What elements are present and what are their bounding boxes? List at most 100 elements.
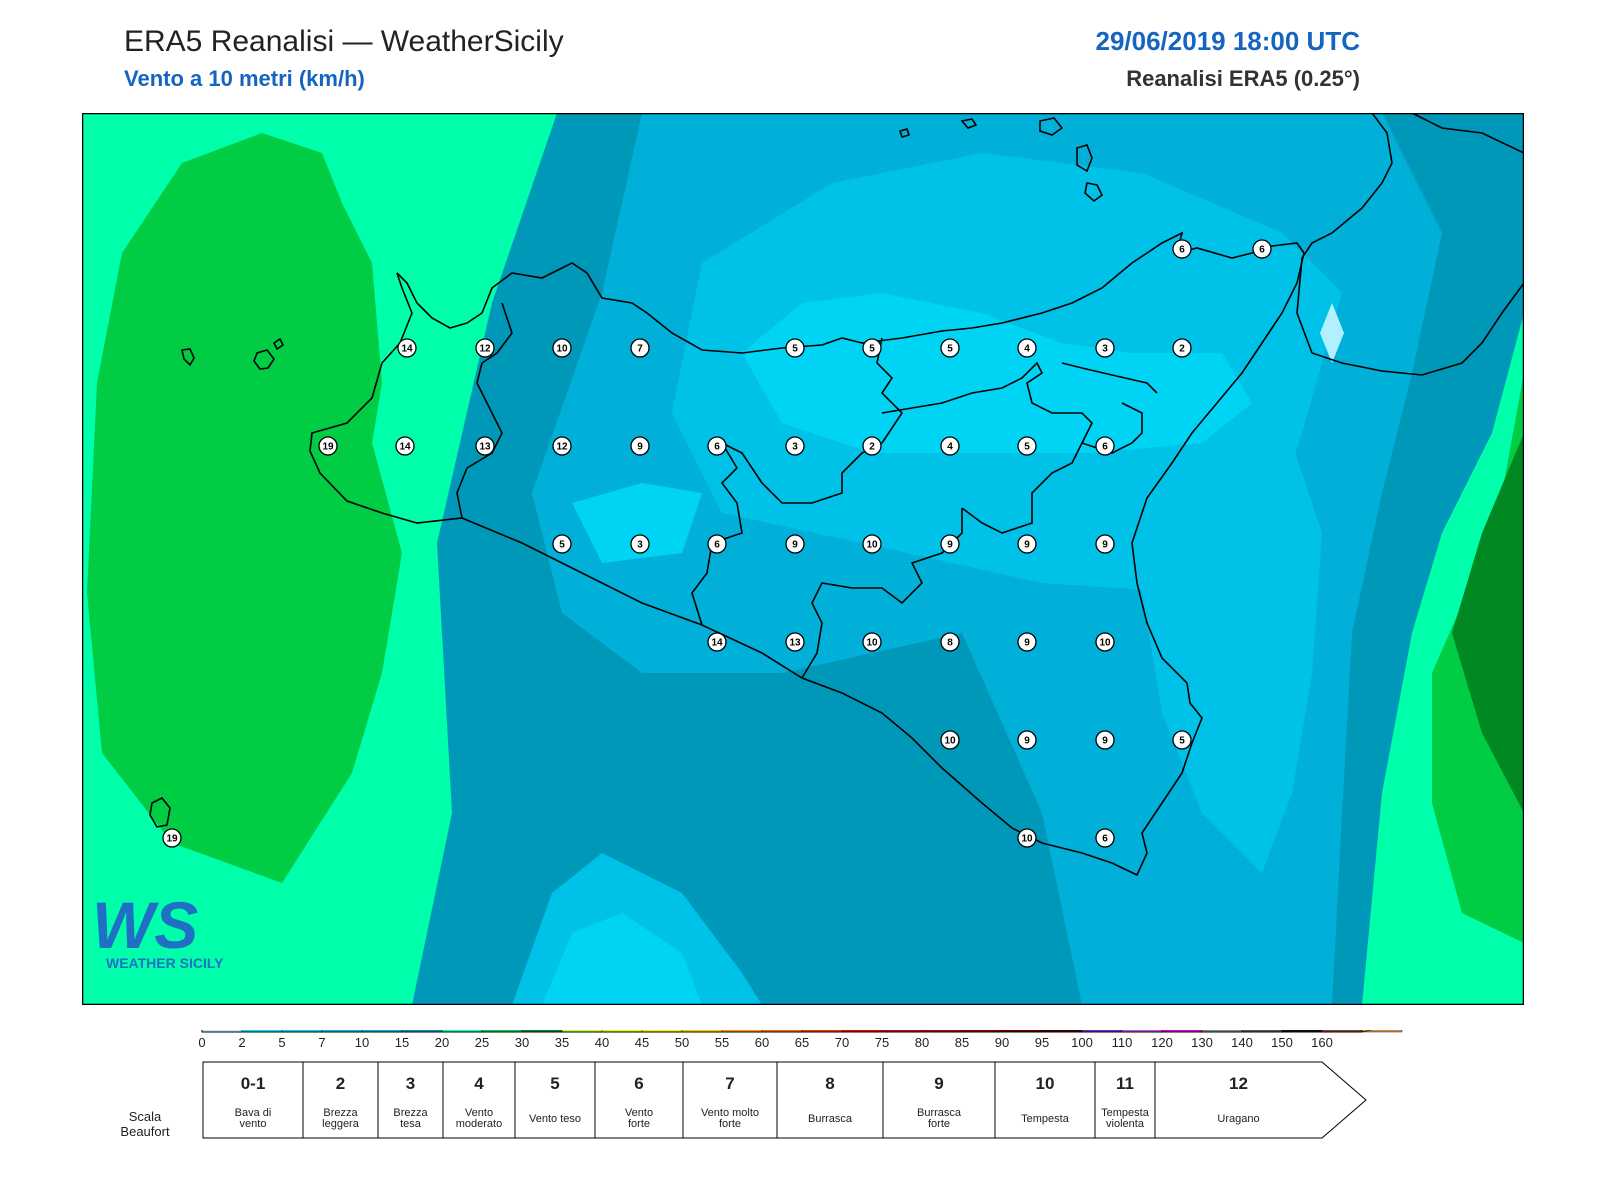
station-value: 6 <box>1102 442 1108 453</box>
colorbar-tick-label: 2 <box>238 1035 245 1050</box>
station-marker: 9 <box>1095 534 1115 554</box>
station-value: 10 <box>866 638 878 649</box>
beaufort-class: 8 Burrasca <box>776 1061 884 1139</box>
station-marker: 2 <box>1172 338 1192 358</box>
station-value: 2 <box>1179 344 1185 355</box>
station-marker: 6 <box>707 534 727 554</box>
station-value: 4 <box>947 442 953 453</box>
station-value: 6 <box>714 540 720 551</box>
station-value: 10 <box>866 540 878 551</box>
wind-field <box>82 113 1524 1005</box>
map-frame <box>82 113 1524 1005</box>
station-marker: 10 <box>862 632 882 652</box>
colorbar-tick-label: 120 <box>1151 1035 1173 1050</box>
station-value: 5 <box>1179 736 1185 747</box>
beaufort-class: 5 Vento teso <box>514 1061 596 1139</box>
beaufort-description: Brezza <box>393 1107 428 1119</box>
station-marker: 3 <box>1095 338 1115 358</box>
beaufort-label: Scala Beaufort <box>120 1109 170 1139</box>
colorbar-tick-label: 140 <box>1231 1035 1253 1050</box>
beaufort-description: forte <box>628 1118 650 1130</box>
station-marker: 12 <box>475 338 495 358</box>
station-marker: 19 <box>318 436 338 456</box>
data-source: Reanalisi ERA5 (0.25°) <box>1126 66 1360 91</box>
colorbar-tick-label: 5 <box>278 1035 285 1050</box>
station-marker: 13 <box>475 436 495 456</box>
station-marker: 5 <box>785 338 805 358</box>
station-marker: 14 <box>397 338 417 358</box>
colorbar-tick-label: 70 <box>835 1035 849 1050</box>
station-value: 5 <box>792 344 798 355</box>
station-value: 9 <box>792 540 798 551</box>
station-value: 5 <box>947 344 953 355</box>
station-value: 13 <box>479 442 491 453</box>
station-value: 3 <box>1102 344 1108 355</box>
beaufort-description: moderato <box>456 1118 502 1130</box>
station-marker: 9 <box>630 436 650 456</box>
valid-datetime: 29/06/2019 18:00 UTC <box>1095 26 1360 56</box>
station-marker: 9 <box>1095 730 1115 750</box>
colorbar-tick-label: 30 <box>515 1035 529 1050</box>
station-marker: 6 <box>707 436 727 456</box>
station-marker: 9 <box>785 534 805 554</box>
colorbar-tick-label: 95 <box>1035 1035 1049 1050</box>
colorbar-tick-label: 160 <box>1311 1035 1333 1050</box>
beaufort-number: 5 <box>550 1074 559 1093</box>
station-marker: 10 <box>940 730 960 750</box>
station-value: 10 <box>944 736 956 747</box>
station-value: 14 <box>401 344 413 355</box>
station-value: 9 <box>1024 540 1030 551</box>
station-marker: 9 <box>940 534 960 554</box>
station-marker: 14 <box>707 632 727 652</box>
colorbar-tick-label: 90 <box>995 1035 1009 1050</box>
beaufort-description: Vento <box>625 1107 653 1119</box>
beaufort-description: leggera <box>322 1118 360 1130</box>
colorbar-arrow <box>1361 1030 1373 1033</box>
station-marker: 14 <box>395 436 415 456</box>
station-marker: 10 <box>862 534 882 554</box>
beaufort-description: violenta <box>1106 1118 1145 1130</box>
wind-colorbar <box>201 1030 1403 1033</box>
station-value: 6 <box>1102 834 1108 845</box>
weathersicily-logo: WS WEATHER SICILY <box>92 888 224 971</box>
station-value: 5 <box>869 344 875 355</box>
beaufort-number: 9 <box>934 1074 943 1093</box>
beaufort-description: Vento <box>465 1107 493 1119</box>
colorbar-tick-label: 10 <box>355 1035 369 1050</box>
map-title: ERA5 Reanalisi — WeatherSicily <box>124 25 564 58</box>
station-value: 6 <box>1179 245 1185 256</box>
beaufort-class: 12 Uragano <box>1154 1061 1367 1139</box>
beaufort-number: 10 <box>1036 1074 1055 1093</box>
beaufort-number: 12 <box>1229 1074 1248 1093</box>
svg-text:Beaufort: Beaufort <box>120 1124 170 1139</box>
colorbar-tick-label: 55 <box>715 1035 729 1050</box>
station-value: 3 <box>792 442 798 453</box>
wind-map: 6 6 14 12 10 7 5 5 5 4 3 2 19 14 13 12 9 6 3 2 4 5 6 5 3 6 9 10 9 9 9 1… <box>82 113 1524 1005</box>
station-marker: 5 <box>1017 436 1037 456</box>
colorbar-tick-label: 65 <box>795 1035 809 1050</box>
station-marker: 10 <box>1017 828 1037 848</box>
colorbar-tick-label: 20 <box>435 1035 449 1050</box>
station-marker: 9 <box>1017 730 1037 750</box>
beaufort-description: forte <box>928 1118 950 1130</box>
station-marker: 10 <box>552 338 572 358</box>
map-subtitle: Vento a 10 metri (km/h) <box>124 66 365 91</box>
station-marker: 6 <box>1095 828 1115 848</box>
colorbar-tick-label: 80 <box>915 1035 929 1050</box>
beaufort-number: 3 <box>406 1074 415 1093</box>
colorbar-tick-label: 60 <box>755 1035 769 1050</box>
station-marker: 19 <box>162 828 182 848</box>
colorbar-tick-label: 85 <box>955 1035 969 1050</box>
logo-wordmark: WEATHER SICILY <box>106 955 224 971</box>
station-value: 12 <box>479 344 491 355</box>
beaufort-description: Bava di <box>235 1107 272 1119</box>
station-value: 9 <box>1024 736 1030 747</box>
